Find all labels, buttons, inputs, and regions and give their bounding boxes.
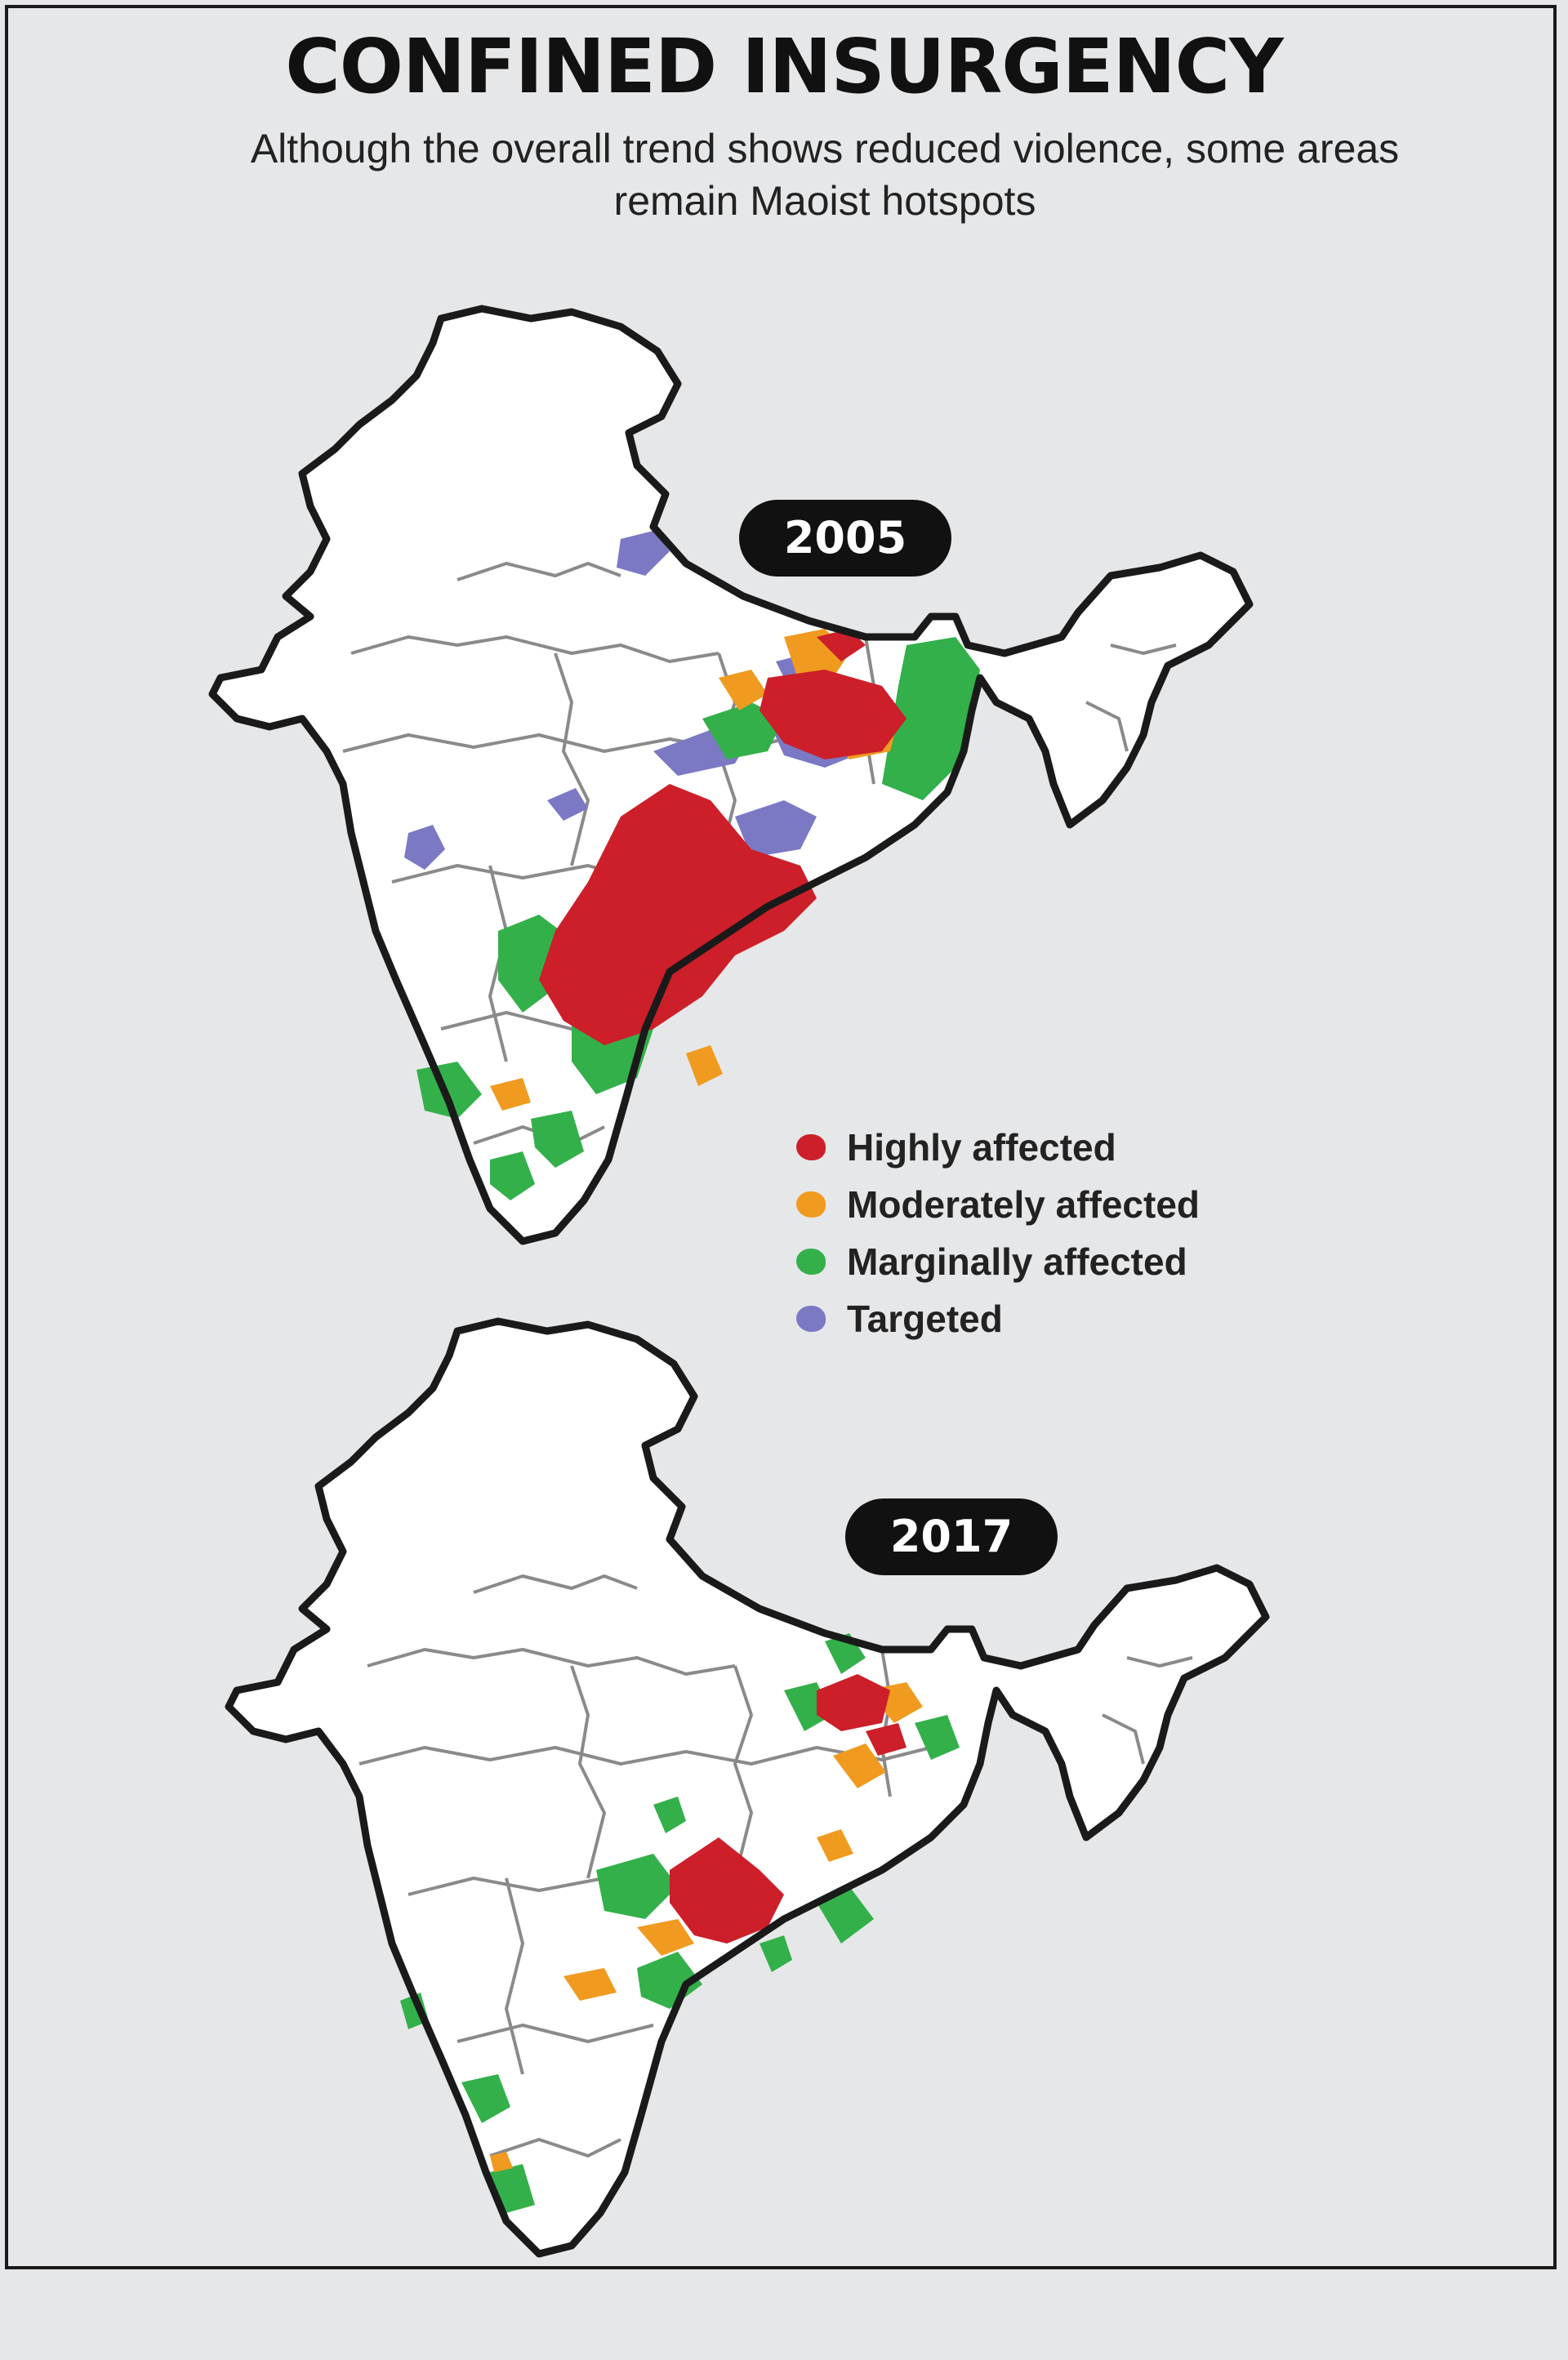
legend-item-targeted: Targeted [796, 1290, 1200, 1347]
legend-swatch-highly [796, 1134, 826, 1160]
infographic-title: CONFINED INSURGENCY [285, 23, 1284, 110]
map-legend: Highly affected Moderately affected Marg… [796, 1119, 1200, 1347]
legend-swatch-moderately [796, 1191, 826, 1218]
india-map-2017 [225, 1317, 1270, 2258]
india-outline-2005 [208, 305, 1254, 1245]
india-map-2005 [208, 305, 1254, 1245]
legend-item-marginally: Marginally affected [796, 1233, 1200, 1290]
legend-label-marginally: Marginally affected [847, 1240, 1187, 1283]
legend-swatch-targeted [796, 1306, 826, 1332]
year-label-2017: 2017 [845, 1498, 1058, 1575]
legend-label-highly: Highly affected [847, 1126, 1116, 1169]
legend-item-highly: Highly affected [796, 1119, 1200, 1176]
india-land-2005 [212, 309, 1250, 1241]
legend-swatch-marginally [796, 1249, 826, 1275]
affected-regions-2005 [404, 531, 980, 1200]
india-outline-2017 [225, 1317, 1270, 2258]
india-land-2017 [229, 1321, 1266, 2254]
legend-label-targeted: Targeted [847, 1298, 1003, 1340]
legend-label-moderately: Moderately affected [847, 1183, 1200, 1226]
year-label-2005: 2005 [739, 500, 951, 577]
infographic-subtitle: Although the overall trend shows reduced… [250, 126, 1400, 224]
legend-item-moderately: Moderately affected [796, 1176, 1200, 1233]
affected-regions-2017 [400, 1633, 960, 2213]
